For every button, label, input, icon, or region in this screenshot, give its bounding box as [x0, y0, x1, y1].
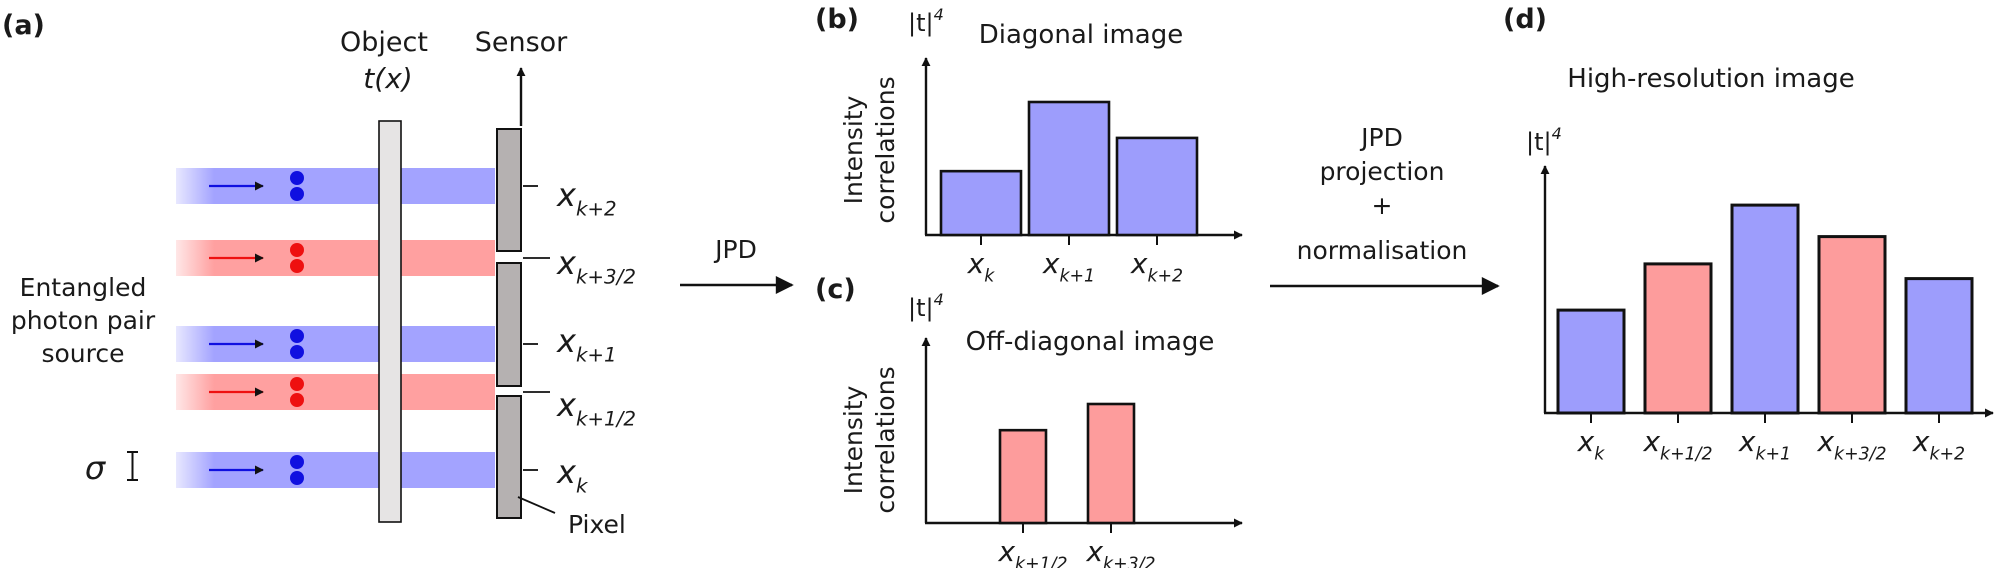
sensor-labels: xk+2 xk+3/2 xk+1 xk+1/2 xk	[523, 176, 636, 498]
bar-k+1/2	[1643, 262, 1713, 415]
panel-b-ymarker: |t|4	[908, 5, 944, 37]
source-line-2: photon pair	[11, 306, 156, 335]
tick-label-k+3/2: xk+3/2	[1816, 425, 1886, 464]
panel-a-label: (a)	[2, 10, 45, 41]
source-line-3: source	[41, 339, 124, 368]
panel-d-bars	[1556, 203, 1974, 415]
tick-label-k+3/2: xk+3/2	[1085, 535, 1155, 568]
jpd-arrow-label: JPD	[713, 235, 757, 264]
photon-dot	[290, 259, 304, 273]
panel-b-ticks: xk xk+1 xk+2	[967, 235, 1183, 286]
panel-d-label: (d)	[1503, 4, 1547, 35]
panel-c-bars	[998, 402, 1136, 525]
sensor-label-k+1/2: xk+1/2	[556, 386, 636, 431]
bar-k+1/2	[998, 428, 1048, 525]
panel-b-title: Diagonal image	[979, 20, 1183, 50]
panel-c-chart: (c) Off-diagonal image Intensity correla…	[815, 274, 1243, 568]
sensor-label-k+1: xk+1	[556, 322, 617, 367]
panel-c-ylabel-1: Intensity	[839, 385, 868, 494]
photon-dot	[290, 329, 304, 343]
panel-c-label: (c)	[815, 274, 856, 305]
bar-k+3/2	[1817, 235, 1887, 415]
projection-line-2: projection	[1320, 157, 1445, 186]
photon-dot	[290, 345, 304, 359]
bar-k	[939, 169, 1023, 237]
panel-c-ymarker: |t|4	[908, 290, 944, 322]
bar-k+1	[1027, 100, 1111, 237]
bar-k+2	[1904, 277, 1974, 415]
sensor-pixel	[496, 128, 522, 252]
panel-a: (a) Object t(x) Sensor xk+2xk+3/2xk+1xk+…	[2, 10, 636, 539]
sensor-label-k+2: xk+2	[556, 176, 617, 221]
sensor-pixel	[496, 262, 522, 387]
beam-group	[176, 168, 495, 488]
sensor-label-k+3/2: xk+3/2	[556, 244, 636, 289]
panel-c-ticks: xk+1/2 xk+3/2	[997, 523, 1156, 568]
panel-b-ylabel-2: correlations	[871, 76, 900, 223]
tick-label-k+1/2: xk+1/2	[997, 535, 1067, 568]
panel-d-ymarker: |t|4	[1526, 124, 1562, 156]
panel-b-ylabel-1: Intensity	[839, 95, 868, 204]
tick-label-k+1/2: xk+1/2	[1642, 425, 1712, 464]
projection-arrow: JPD projection + normalisation	[1270, 123, 1500, 295]
tick-label-k+1: xk+1	[1738, 425, 1791, 464]
tick-label-k: xk	[1577, 425, 1606, 464]
bar-k+3/2	[1086, 402, 1136, 525]
sensor-title: Sensor	[475, 27, 568, 58]
panel-d-title: High-resolution image	[1567, 64, 1854, 94]
panel-c-title: Off-diagonal image	[966, 327, 1215, 357]
tick-label-k+1: xk+1	[1042, 247, 1095, 286]
panel-c-ylabel-2: correlations	[871, 366, 900, 513]
bar-k	[1556, 308, 1626, 415]
projection-line-3: +	[1372, 191, 1393, 220]
photon-dot	[290, 243, 304, 257]
object-title: Object	[340, 27, 428, 58]
jpd-arrow: JPD	[680, 235, 794, 294]
panel-b-chart: (b) Diagonal image Intensity correlation…	[815, 4, 1243, 286]
pixel-leader-line	[517, 496, 556, 514]
sigma-symbol: σ	[85, 449, 107, 487]
sensor-label-k: xk	[556, 453, 589, 498]
panel-d-chart: (d) High-resolution image |t|4 xk xk+1/2 x…	[1503, 4, 1994, 464]
pixel-label: Pixel	[568, 510, 626, 539]
panel-b-label: (b)	[815, 4, 859, 35]
bar-k+2	[1115, 136, 1199, 237]
projection-line-4: normalisation	[1297, 236, 1468, 265]
panel-b-bars	[939, 100, 1199, 237]
tick-label-k: xk	[967, 247, 996, 286]
panel-d-ticks: xk xk+1/2 xk+1 xk+3/2 xk+2	[1577, 413, 1965, 464]
source-line-1: Entangled	[20, 273, 147, 302]
sigma-bracket	[127, 451, 138, 481]
tick-label-k+2: xk+2	[1130, 247, 1183, 286]
photon-dot	[290, 393, 304, 407]
tick-label-k+2: xk+2	[1912, 425, 1965, 464]
projection-line-1: JPD	[1359, 123, 1403, 152]
photon-dot	[290, 171, 304, 185]
object-slab	[378, 120, 402, 523]
photon-dot	[290, 455, 304, 469]
bar-k+1	[1730, 203, 1800, 415]
sensor-pixel	[496, 395, 522, 519]
sensor-pixels	[496, 128, 522, 519]
object-function: t(x)	[363, 62, 412, 95]
photon-dot	[290, 187, 304, 201]
photon-dot	[290, 471, 304, 485]
photon-dot	[290, 377, 304, 391]
